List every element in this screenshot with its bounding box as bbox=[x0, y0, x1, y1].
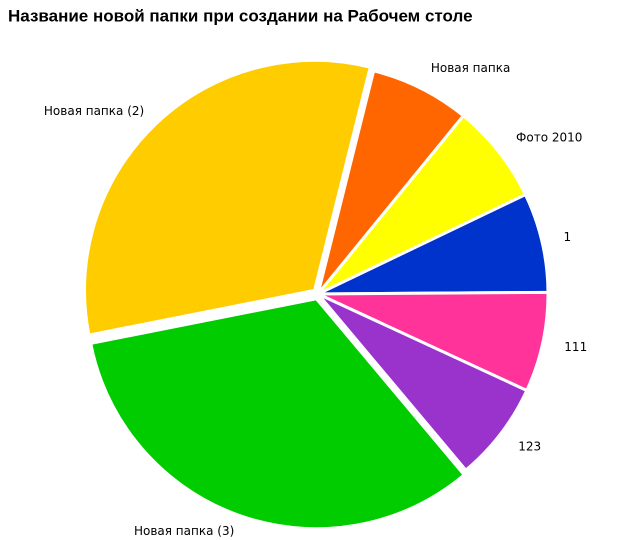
slice-label: 111 bbox=[564, 340, 587, 354]
pie-slice bbox=[316, 292, 529, 473]
slice-label: 1 bbox=[564, 230, 572, 244]
slice-label: Новая папка bbox=[431, 61, 510, 75]
pie-slice bbox=[316, 69, 466, 295]
pie-slice bbox=[316, 113, 528, 296]
pie-slice bbox=[317, 290, 550, 393]
slice-label: Новая папка (3) bbox=[134, 524, 234, 538]
slice-label: 123 bbox=[518, 440, 541, 454]
pie-slice bbox=[88, 297, 467, 531]
slice-label: Фото 2010 bbox=[516, 131, 582, 145]
slice-label: Новая папка (2) bbox=[44, 104, 144, 118]
pie-slice bbox=[317, 192, 550, 296]
pie-slice bbox=[83, 58, 373, 337]
chart-title: Название новой папки при создании на Раб… bbox=[8, 6, 473, 25]
